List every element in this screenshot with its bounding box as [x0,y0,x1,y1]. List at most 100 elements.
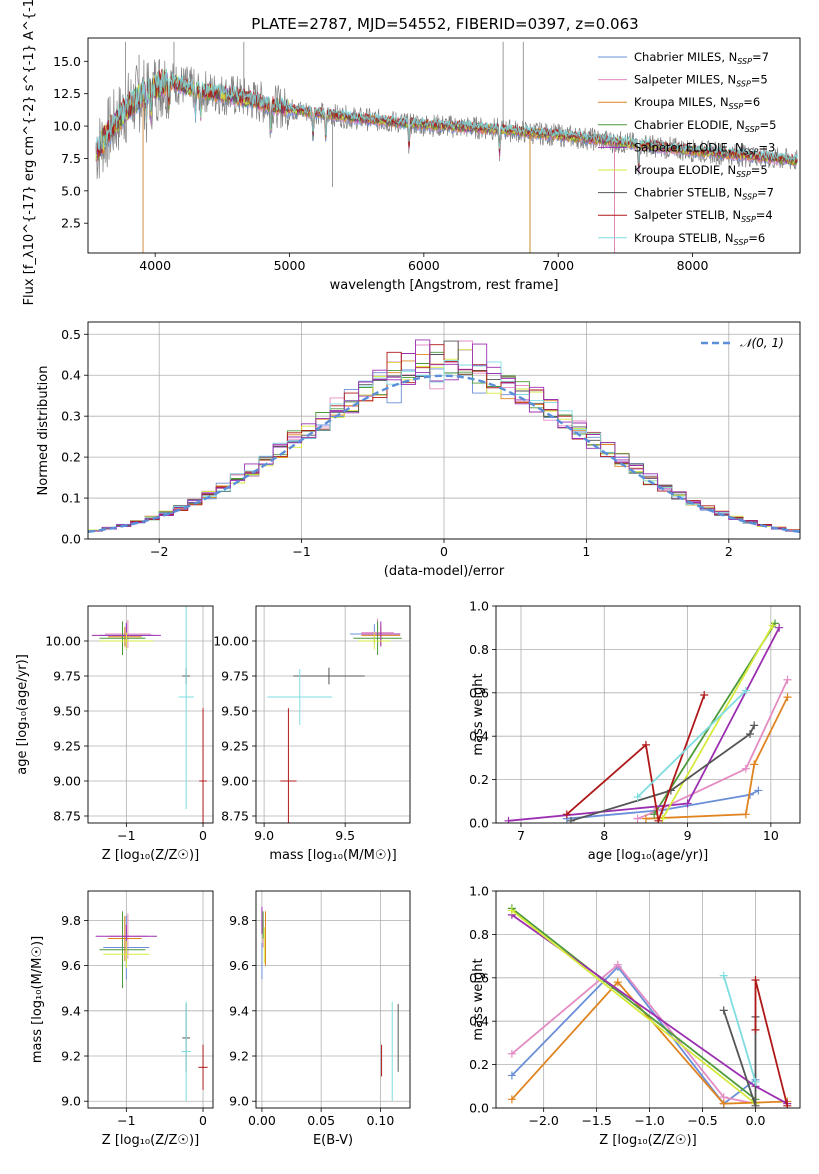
tick-label-x: 7 [517,828,525,843]
axes-frame [255,890,411,1109]
tick-label-x: 9.5 [335,828,355,843]
tick-label-x: 4000 [139,258,171,273]
tick-label-y: 9.4 [229,1003,249,1018]
tick-label-y: 0.4 [61,368,81,383]
tick-label-y: 9.4 [61,1003,81,1018]
tick-label-y: 9.75 [221,669,249,684]
axes-frame [495,890,801,1109]
weight-marker [654,816,663,823]
y-axis-label: mass weight [471,673,486,755]
panel-age_vs_mass: 9.0 9.5 8.75 9.00 9.25 9.50 9.75 10.00 mass [log… [213,605,411,863]
histogram-step [88,339,800,532]
tick-label-x: 9 [684,828,692,843]
tick-label-x: 0.0 [746,1113,766,1128]
legend-count: =5 [760,118,777,132]
legend-label: Kroupa MILES, NSSP=6 [634,95,760,111]
axes-frame [87,37,801,254]
tick-label-x: 0.05 [307,1113,335,1128]
x-axis-label: Z [log₁₀(Z/Z☉)] [102,1133,199,1148]
legend-count: =3 [758,140,775,154]
weight-marker [751,1025,760,1034]
weight-marker [633,792,642,801]
tick-label-y: 9.6 [229,958,249,973]
panel-mass_vs_Z: −1 0 9.0 9.2 9.4 9.6 9.8 Z [log₁₀(Z/Z☉)] mass [l… [30,890,214,1148]
panel-age_vs_Z: −1 0 8.75 9.00 9.25 9.50 9.75 10.00 Z [log₁₀(Z/Z… [15,605,214,863]
tick-label-y: 0.8 [469,642,489,657]
weight-line [511,909,757,1105]
axes-frame [255,605,411,824]
tick-label-x: 2 [725,544,733,559]
panel-weight_vs_Z: −2.0 −1.5 −1.0 −0.5 0.0 0.0 0.2 0.4 0.6 0.8 1.0 Z [… [469,884,801,1148]
legend-subscript: SSP [736,80,751,89]
legend-label: Salpeter ELODIE, NSSP=3 [634,140,775,156]
weight-line [511,965,757,1105]
weight-marker [750,760,759,769]
weight-marker [783,693,792,702]
axes-frame [87,890,214,1109]
plot-area-weight_vs_age [504,619,792,823]
tick-label-y: 10.00 [45,634,81,649]
legend-subscript: SSP [736,170,751,179]
tick-label-y: 0.0 [469,816,489,831]
legend-subscript: SSP [741,215,756,224]
weight-marker [783,675,792,684]
plot-area-age_vs_Z [91,606,207,823]
tick-label-y: 5.0 [61,183,81,198]
tick-label-y: 9.75 [53,669,81,684]
plot-area-weight_vs_Z [507,904,792,1108]
tick-label-y: 9.0 [229,1094,249,1109]
tick-label-y: 0.6 [469,970,489,985]
weight-marker [783,1101,792,1108]
panel-weight_vs_age: 7 8 9 10 0.0 0.2 0.4 0.6 0.8 1.0 age [log₁₀(age/yr… [469,599,801,863]
tick-label-y: 0.6 [469,685,489,700]
weight-line [722,975,757,1083]
tick-label-y: 9.25 [221,739,249,754]
weight-marker [507,1049,516,1058]
tick-label-y: 9.25 [53,739,81,754]
axes-frame [495,605,801,824]
tick-label-x: 6000 [408,258,440,273]
weight-marker [562,810,571,819]
legend-subscript: SSP [737,57,752,66]
x-axis-label: wavelength [Angstrom, rest frame] [330,278,559,293]
legend-label: Kroupa ELODIE, NSSP=5 [634,163,768,179]
tick-label-x: 5000 [274,258,306,273]
tick-label-x: 0 [199,1113,207,1128]
tick-label-y: 0.4 [469,729,489,744]
tick-label-x: 7000 [542,258,574,273]
tick-label-y: 9.2 [61,1049,81,1064]
weight-marker [641,740,650,749]
weight-marker [741,810,750,819]
tick-label-y: 0.5 [61,327,81,342]
plot-area-mass_vs_Z [95,911,208,1102]
tick-label-x: −2.0 [528,1113,558,1128]
legend-subscript: SSP [742,193,757,202]
weight-marker [507,906,516,915]
weight-marker [719,1099,728,1108]
legend-subscript: SSP [745,125,760,134]
weight-marker [751,1101,760,1108]
weight-marker [700,690,709,699]
weight-marker [719,1006,728,1015]
legend: Chabrier MILES, NSSP=7 Salpeter MILES, NS… [598,50,776,247]
tick-label-x: −1 [117,1113,135,1128]
figure-title: PLATE=2787, MJD=54552, FIBERID=0397, z=0… [251,15,638,33]
tick-label-x: 0 [440,544,448,559]
tick-label-x: −1.5 [581,1113,611,1128]
tick-label-y: 9.6 [61,958,81,973]
tick-label-y: 0.2 [61,450,81,465]
weight-marker [504,816,513,823]
normal-reference-curve [88,374,800,533]
tick-label-y: 10.00 [213,634,249,649]
x-axis-label: Z [log₁₀(Z/Z☉)] [102,848,199,863]
weight-marker [507,1071,516,1080]
tick-label-y: 9.2 [229,1049,249,1064]
tick-label-y: 2.5 [61,216,81,231]
weight-marker [775,623,784,632]
x-axis-label: (data-model)/error [384,564,505,579]
spectrum-data-line [95,59,798,180]
tick-label-y: 0.1 [61,491,81,506]
panel-spectrum: 4000 5000 6000 7000 8000 2.5 5.0 7.5 10.0 12.5 15.… [22,0,801,305]
